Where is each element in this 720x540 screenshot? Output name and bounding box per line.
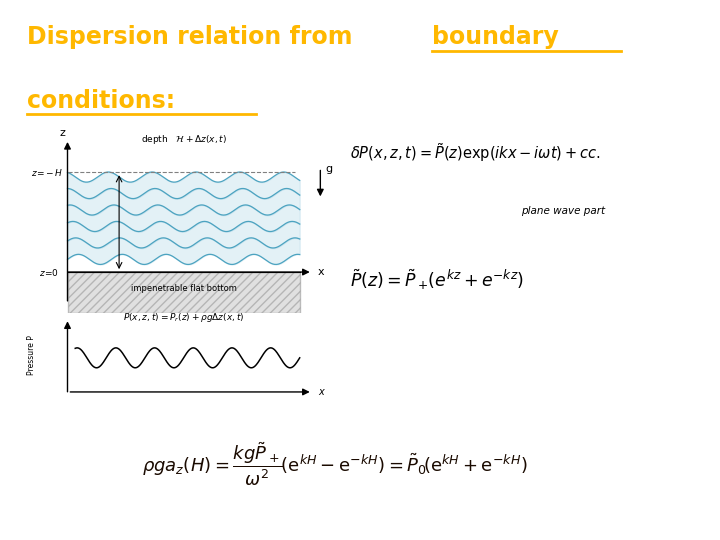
Text: $z\!=\!-H$: $z\!=\!-H$ <box>32 167 64 178</box>
Text: Pressure P: Pressure P <box>27 335 36 375</box>
Text: $P(x,z,t) = P_r(z) + \rho g \Delta z(x,t)$: $P(x,z,t) = P_r(z) + \rho g \Delta z(x,t… <box>123 310 244 324</box>
Text: Dispersion relation from: Dispersion relation from <box>27 25 361 49</box>
Text: $\rho g a_z(H) = \dfrac{kg\tilde{P}_+}{\omega^2}\!\left(\mathrm{e}^{kH} - \mathr: $\rho g a_z(H) = \dfrac{kg\tilde{P}_+}{\… <box>143 441 528 488</box>
Text: depth   $\mathcal{H}+\Delta z(x,t)$: depth $\mathcal{H}+\Delta z(x,t)$ <box>140 133 227 146</box>
Text: $\tilde{P}(z) = \tilde{P}_+\!\left(e^{kz} + e^{-kz}\right)$: $\tilde{P}(z) = \tilde{P}_+\!\left(e^{kz… <box>350 267 524 292</box>
Text: $\delta P(x,z,t) = \tilde{P}(z)\exp(ikx - i\omega t) + cc.$: $\delta P(x,z,t) = \tilde{P}(z)\exp(ikx … <box>350 141 600 164</box>
Text: boundary: boundary <box>432 25 559 49</box>
Text: conditions:: conditions: <box>27 89 176 113</box>
Text: plane wave part: plane wave part <box>521 206 605 215</box>
Text: impenetrable flat bottom: impenetrable flat bottom <box>130 284 237 293</box>
Text: $z\!=\!0$: $z\!=\!0$ <box>39 267 59 278</box>
Text: z: z <box>60 127 66 138</box>
Text: x: x <box>318 267 325 277</box>
Text: g: g <box>325 164 333 174</box>
Text: x: x <box>318 387 323 397</box>
